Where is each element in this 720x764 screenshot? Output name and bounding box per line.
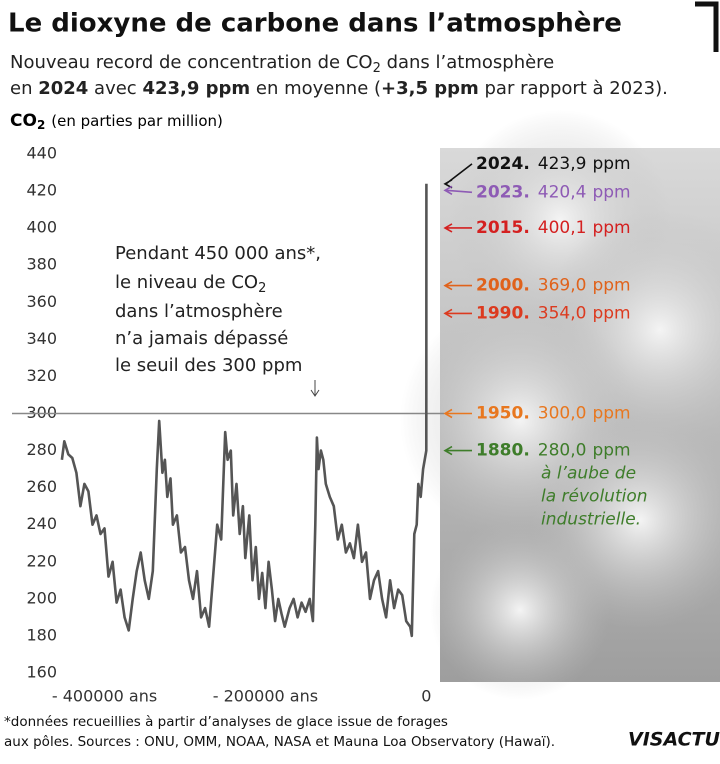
record-arrow — [443, 163, 473, 189]
annotation: Pendant 450 000 ans*, le niveau de CO2 d… — [115, 243, 321, 376]
record-value: 423,9 — [538, 154, 587, 174]
record-note: la révolution — [541, 487, 648, 507]
record-label: 1990. 354,0 ppm — [476, 303, 631, 323]
y-tick-label: 300 — [26, 403, 57, 422]
record-value: 369,0 — [538, 276, 587, 296]
record-unit: ppm — [592, 276, 630, 296]
record-unit: ppm — [592, 154, 630, 174]
subtitle: en 2024 avec 423,9 ppm en moyenne (+3,5 … — [10, 78, 668, 99]
record-year: 1990. — [476, 303, 530, 323]
y-tick-label: 180 — [26, 625, 57, 644]
record-year: 2000. — [476, 276, 530, 296]
y-tick-label: 260 — [26, 477, 57, 496]
y-tick-label: 200 — [26, 588, 57, 607]
record-year: 2023. — [476, 182, 530, 202]
svg-text:le seuil des 300 ppm: le seuil des 300 ppm — [115, 355, 302, 376]
record-value: 354,0 — [538, 303, 587, 323]
record-unit: ppm — [592, 441, 630, 461]
record-year: 2024. — [476, 154, 530, 174]
y-tick-label: 360 — [26, 292, 57, 311]
record-value: 420,4 — [538, 182, 587, 202]
record-arrow — [443, 408, 472, 419]
record-arrow — [443, 223, 472, 233]
record-value: 400,1 — [538, 218, 587, 238]
y-tick-label: 400 — [26, 218, 57, 237]
record-year: 2015. — [476, 218, 530, 238]
record-year: 1950. — [476, 404, 530, 424]
footnote: aux pôles. Sources : ONU, OMM, NOAA, NAS… — [4, 734, 555, 750]
chart-title: Le dioxyne de carbone dans l’atmosphère — [8, 9, 622, 39]
record-label: 2023. 420,4 ppm — [476, 182, 631, 202]
corner-mark — [695, 1, 719, 52]
record-arrow — [443, 280, 472, 291]
record-label: 2000. 369,0 ppm — [476, 276, 631, 296]
record-unit: ppm — [592, 303, 630, 323]
annotation-arrow — [310, 380, 320, 397]
y-tick-label: 220 — [26, 551, 57, 570]
footnote: *données recueillies à partir d’analyses… — [4, 714, 448, 730]
subtitle: Nouveau record de concentration de CO2 d… — [10, 52, 554, 76]
record-note: industrielle. — [541, 510, 641, 530]
y-tick-label: 160 — [26, 663, 57, 682]
record-arrow — [443, 308, 472, 319]
y-tick-label: 380 — [26, 255, 57, 274]
svg-text:le niveau de CO2: le niveau de CO2 — [115, 272, 266, 296]
record-label: 1880. 280,0 ppm — [476, 441, 631, 461]
svg-text:n’a jamais dépassé: n’a jamais dépassé — [115, 328, 288, 349]
x-tick-label: - 400000 ans — [52, 687, 157, 706]
record-arrow — [443, 445, 472, 456]
record-label: 1950. 300,0 ppm — [476, 404, 631, 424]
svg-text:dans l’atmosphère: dans l’atmosphère — [115, 301, 283, 322]
record-value: 300,0 — [538, 404, 587, 424]
x-tick-label: - 200000 ans — [213, 687, 318, 706]
co2-line — [60, 183, 428, 638]
record-year: 1880. — [476, 441, 530, 461]
record-note: à l’aube de — [541, 464, 636, 484]
y-tick-label: 440 — [26, 144, 57, 163]
record-label: 2024. 423,9 ppm — [476, 154, 631, 174]
y-axis-label: CO2 (en parties par million) — [10, 111, 223, 132]
record-value: 280,0 — [538, 441, 587, 461]
record-unit: ppm — [592, 182, 630, 202]
svg-text:Pendant 450 000 ans*,: Pendant 450 000 ans*, — [115, 243, 321, 264]
y-tick-label: 240 — [26, 514, 57, 533]
record-unit: ppm — [592, 404, 630, 424]
record-unit: ppm — [592, 218, 630, 238]
record-label: 2015. 400,1 ppm — [476, 218, 631, 238]
cloud-background — [400, 110, 720, 700]
y-tick-label: 420 — [26, 181, 57, 200]
y-tick-label: 340 — [26, 329, 57, 348]
record-arrow — [443, 185, 473, 196]
x-tick-label: 0 — [421, 687, 431, 706]
logo: VISACTU — [628, 729, 720, 751]
y-tick-label: 320 — [26, 366, 57, 385]
y-tick-label: 280 — [26, 440, 57, 459]
